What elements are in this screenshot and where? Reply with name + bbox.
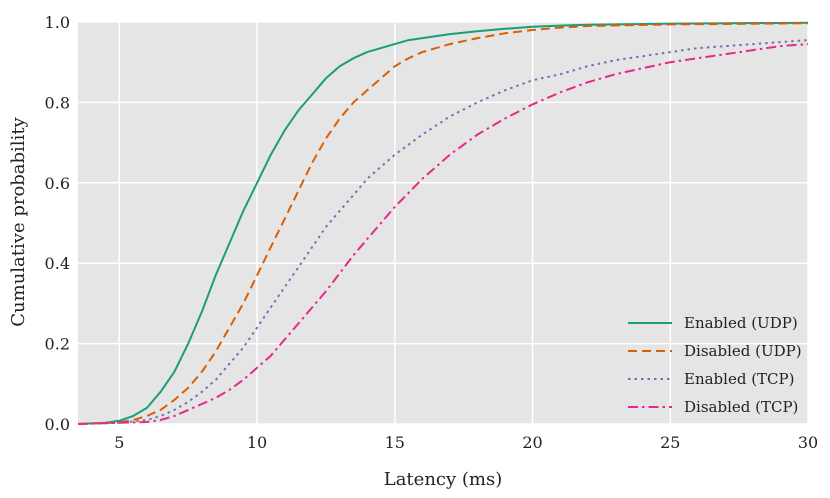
series-line-2 bbox=[77, 39, 809, 425]
plot-background bbox=[78, 22, 808, 424]
legend-label-0: Enabled (UDP) bbox=[684, 314, 798, 332]
x-tick-label: 15 bbox=[385, 433, 405, 452]
x-tick-label: 10 bbox=[247, 433, 267, 452]
series-line-0 bbox=[77, 21, 809, 425]
legend-label-2: Enabled (TCP) bbox=[684, 370, 794, 388]
y-tick-label: 0.4 bbox=[45, 254, 70, 273]
x-tick-label: 25 bbox=[660, 433, 680, 452]
x-tick-label: 5 bbox=[114, 433, 124, 452]
series-lines bbox=[77, 21, 809, 425]
y-tick-label: 0.0 bbox=[45, 415, 70, 434]
y-tick-label: 0.6 bbox=[45, 174, 70, 193]
x-tick-label: 30 bbox=[798, 433, 818, 452]
y-tick-label: 0.8 bbox=[45, 93, 70, 112]
y-tick-label: 1.0 bbox=[45, 13, 70, 32]
x-tick-label: 20 bbox=[522, 433, 542, 452]
x-axis-ticks: 5 10 15 20 25 30 bbox=[114, 433, 818, 452]
series-line-1 bbox=[77, 22, 809, 425]
legend-label-3: Disabled (TCP) bbox=[684, 398, 798, 416]
y-axis-ticks: 0.0 0.2 0.4 0.6 0.8 1.0 bbox=[45, 13, 70, 434]
y-tick-label: 0.2 bbox=[45, 335, 70, 354]
legend-label-1: Disabled (UDP) bbox=[684, 342, 802, 360]
series-line-3 bbox=[77, 43, 809, 425]
legend: Enabled (UDP) Disabled (UDP) Enabled (TCP)… bbox=[628, 314, 802, 416]
gridlines bbox=[78, 21, 809, 425]
x-axis-label: Latency (ms) bbox=[384, 469, 503, 490]
y-axis-label: Cumulative probability bbox=[8, 116, 29, 326]
